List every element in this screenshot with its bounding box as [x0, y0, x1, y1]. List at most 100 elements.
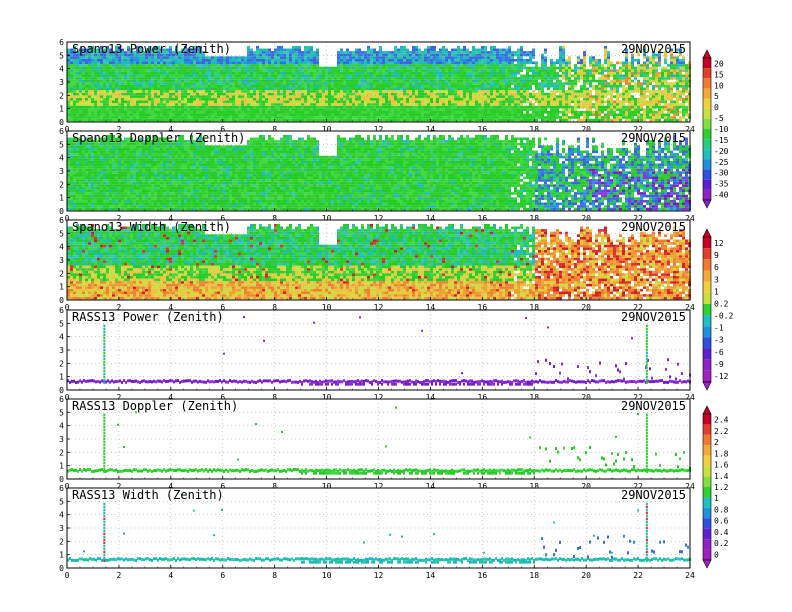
- x-tick-label: 4: [168, 571, 173, 580]
- x-tick-label: 12: [374, 571, 384, 580]
- x-tick-label: 14: [426, 303, 436, 312]
- panel-date: 29NOV2015: [621, 131, 686, 145]
- x-tick-label: 24: [685, 214, 695, 223]
- y-tick-label: 4: [59, 154, 64, 163]
- y-tick-label: 3: [59, 256, 64, 265]
- panel-title: RASS13 Doppler (Zenith): [72, 399, 238, 413]
- x-tick-label: 22: [633, 303, 643, 312]
- colorbar-frame: [702, 413, 712, 561]
- x-tick-label: 12: [374, 303, 384, 312]
- x-tick-label: 2: [117, 571, 122, 580]
- panel-title: Spano13 Power (Zenith): [72, 42, 231, 56]
- x-tick-label: 16: [478, 482, 488, 491]
- colorbar-tick-label: 0.4: [714, 528, 729, 537]
- colorbar-segment: [703, 281, 711, 293]
- colorbar-tick-label: -30: [714, 169, 729, 178]
- y-tick-label: 3: [59, 435, 64, 444]
- x-tick-label: 8: [272, 214, 277, 223]
- data-texture: [67, 223, 691, 300]
- x-tick-label: 10: [322, 393, 332, 402]
- colorbar-segment: [703, 518, 711, 529]
- colorbar-frame: [702, 236, 712, 383]
- colorbar-tick-label: 0.2: [714, 299, 729, 308]
- x-tick-label: 18: [529, 571, 539, 580]
- x-tick-label: 6: [220, 125, 225, 134]
- colorbar-segment: [703, 292, 711, 304]
- x-tick-label: 18: [529, 482, 539, 491]
- colorbar-segment: [703, 139, 711, 150]
- y-tick-label: 4: [59, 422, 64, 431]
- colorbar-segment: [703, 58, 711, 69]
- colorbar-tick-label: 1.6: [714, 461, 729, 470]
- colorbar-segment: [703, 169, 711, 180]
- colorbar-segment: [703, 159, 711, 170]
- colorbar-tick-label: 10: [714, 81, 724, 90]
- x-tick-label: 2: [117, 303, 122, 312]
- colorbar-tick-label: 1.2: [714, 483, 729, 492]
- x-tick-label: 4: [168, 214, 173, 223]
- colorbar-segment: [703, 98, 711, 109]
- y-tick-label: 4: [59, 65, 64, 74]
- colorbar-tick-label: 20: [714, 59, 724, 68]
- y-tick-label: 1: [59, 462, 64, 471]
- x-tick-label: 8: [272, 125, 277, 134]
- x-tick-label: 6: [220, 303, 225, 312]
- x-tick-label: 24: [685, 482, 695, 491]
- colorbar-tick-label: -35: [714, 180, 729, 189]
- colorbar-segment: [703, 487, 711, 498]
- x-tick-label: 14: [426, 214, 436, 223]
- colorbar-tick-label: -40: [714, 191, 729, 200]
- colorbar-tick-label: 3: [714, 275, 719, 284]
- x-tick-label: 0: [65, 571, 70, 580]
- y-tick-label: 6: [59, 127, 64, 136]
- y-tick-label: 2: [59, 269, 64, 278]
- colorbar-tick-label: 12: [714, 239, 724, 248]
- x-tick-label: 22: [633, 214, 643, 223]
- colorbar-segment: [703, 507, 711, 519]
- x-tick-label: 4: [168, 393, 173, 402]
- x-tick-label: 16: [478, 393, 488, 402]
- data-texture: [67, 493, 691, 564]
- colorbar-segment: [703, 108, 711, 119]
- x-tick-label: 22: [633, 571, 643, 580]
- x-tick-label: 2: [117, 393, 122, 402]
- y-tick-label: 5: [59, 497, 64, 506]
- colorbar-tick-label: 0.8: [714, 505, 729, 514]
- y-tick-label: 6: [59, 484, 64, 493]
- x-tick-label: 0: [65, 482, 70, 491]
- colorbar-tick-label: 2.2: [714, 427, 729, 436]
- colorbar-segment: [703, 270, 711, 282]
- colorbar-bottom-arrow: [702, 559, 712, 569]
- x-tick-label: 6: [220, 214, 225, 223]
- colorbar-segment: [703, 248, 711, 260]
- colorbar-tick-label: 2: [714, 438, 719, 447]
- y-tick-label: 4: [59, 511, 64, 520]
- colorbar-tick-label: -1: [714, 324, 724, 333]
- colorbar-segment: [703, 78, 711, 89]
- x-tick-label: 18: [529, 125, 539, 134]
- x-tick-label: 8: [272, 393, 277, 402]
- data-texture: [67, 316, 691, 386]
- x-tick-label: 14: [426, 482, 436, 491]
- x-tick-label: 18: [529, 303, 539, 312]
- y-tick-label: 1: [59, 194, 64, 203]
- x-tick-label: 12: [374, 393, 384, 402]
- x-tick-label: 24: [685, 393, 695, 402]
- colorbar-segment: [703, 549, 711, 560]
- x-tick-label: 0: [65, 303, 70, 312]
- y-tick-label: 1: [59, 551, 64, 560]
- colorbar-tick-label: 9: [714, 251, 719, 260]
- colorbar-tick-label: 1.4: [714, 472, 729, 481]
- x-tick-label: 6: [220, 482, 225, 491]
- colorbar-segment: [703, 68, 711, 79]
- x-tick-label: 12: [374, 125, 384, 134]
- y-tick-label: 3: [59, 78, 64, 87]
- colorbar-segment: [703, 149, 711, 160]
- x-tick-label: 22: [633, 482, 643, 491]
- x-tick-label: 16: [478, 571, 488, 580]
- panel-title: RASS13 Width (Zenith): [72, 488, 224, 502]
